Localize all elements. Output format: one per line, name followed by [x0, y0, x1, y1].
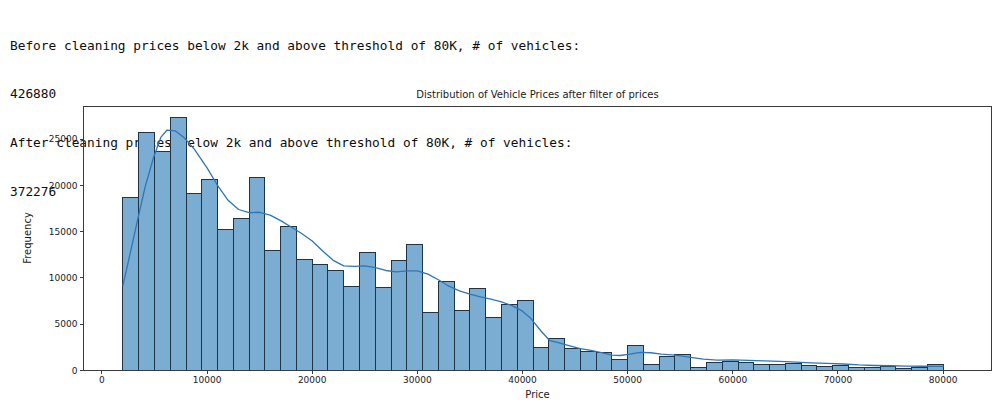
- histogram-bar: [328, 270, 344, 370]
- histogram-bar: [265, 250, 281, 370]
- x-tick-label: 30000: [403, 375, 432, 385]
- histogram-bar: [249, 177, 265, 370]
- x-tick-label: 60000: [719, 375, 748, 385]
- histogram-bar: [312, 264, 328, 370]
- x-tick-label: 0: [99, 375, 105, 385]
- histogram-bar: [139, 133, 155, 370]
- histogram-bar: [517, 301, 533, 370]
- histogram-bar: [186, 194, 202, 371]
- histogram-bar: [391, 260, 407, 370]
- histogram-bar: [423, 312, 439, 370]
- histogram-bar: [722, 362, 738, 371]
- y-axis-ticks: 0 5000 10000 15000 20000 25000: [49, 134, 84, 375]
- x-tick-label: 10000: [193, 375, 222, 385]
- histogram-bar: [170, 117, 186, 370]
- histogram-bar: [596, 353, 612, 371]
- y-axis-label: Frequency: [22, 212, 33, 264]
- histogram-bar: [565, 349, 581, 371]
- histogram-bar: [707, 362, 723, 370]
- x-tick-label: 40000: [508, 375, 537, 385]
- x-tick-label: 80000: [929, 375, 958, 385]
- histogram-bar: [833, 366, 849, 371]
- x-tick-label: 50000: [613, 375, 642, 385]
- histogram-bar: [770, 364, 786, 370]
- histogram-bar: [344, 286, 360, 370]
- histogram-bar: [580, 351, 596, 370]
- histogram-bar: [360, 252, 376, 370]
- histogram-bar: [659, 357, 675, 370]
- histogram-bar: [501, 305, 517, 371]
- chart-title: Distribution of Vehicle Prices after fil…: [416, 89, 658, 100]
- histogram-bar: [296, 259, 312, 370]
- histogram-bar: [154, 151, 170, 370]
- histogram-bar: [218, 230, 234, 370]
- histogram-bar: [628, 345, 644, 370]
- histogram-bar: [202, 179, 218, 370]
- histogram-bar: [233, 219, 249, 371]
- histogram-bar: [927, 365, 943, 371]
- y-tick-label: 25000: [49, 134, 78, 144]
- y-tick-label: 15000: [49, 227, 78, 237]
- y-tick-label: 10000: [49, 273, 78, 283]
- histogram-bar: [486, 318, 502, 371]
- histogram-bar: [454, 310, 470, 370]
- histogram-bar: [612, 360, 628, 371]
- price-histogram-figure: Distribution of Vehicle Prices after fil…: [0, 0, 1000, 417]
- histogram-bar: [470, 289, 486, 370]
- notebook-output: Before cleaning prices below 2k and abov…: [0, 0, 1000, 417]
- histogram-bar: [281, 226, 297, 370]
- x-tick-label: 70000: [824, 375, 853, 385]
- histogram-bar: [438, 282, 454, 371]
- y-tick-label: 5000: [55, 319, 78, 329]
- y-tick-label: 0: [72, 366, 78, 376]
- histogram-bar: [880, 367, 896, 371]
- histogram-bar: [817, 366, 833, 370]
- histogram-bar: [785, 364, 801, 370]
- histogram-bar: [754, 365, 770, 371]
- x-axis-label: Price: [525, 389, 549, 400]
- histogram-bar: [738, 363, 754, 370]
- histogram-bar: [407, 245, 423, 371]
- histogram-bar: [533, 348, 549, 371]
- histogram-bar: [643, 365, 659, 371]
- histogram-bars: [123, 117, 943, 370]
- y-tick-label: 20000: [49, 181, 78, 191]
- x-axis-ticks: 0 10000 20000 30000 40000 50000 60000 70000 8000…: [99, 370, 958, 385]
- histogram-bar: [801, 366, 817, 371]
- x-tick-label: 20000: [298, 375, 327, 385]
- histogram-bar: [375, 287, 391, 370]
